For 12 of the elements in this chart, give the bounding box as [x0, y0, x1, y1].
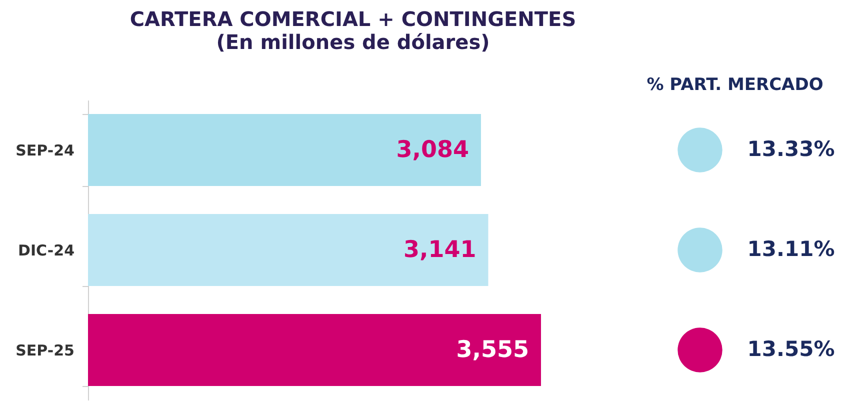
data-label: 13.33% — [747, 137, 835, 161]
chart-subtitle: (En millones de dólares) — [216, 30, 490, 54]
y-tick-label: SEP-25 — [16, 342, 74, 360]
data-label: 13.55% — [747, 337, 835, 361]
y-tick-label: SEP-24 — [16, 142, 74, 160]
text: % PART. MERCADO — [646, 75, 824, 95]
y-tick-label: DIC-24 — [18, 242, 74, 260]
data-label: 13.11% — [747, 237, 835, 261]
data-label: 3,084 — [396, 137, 469, 163]
data-label: 3,141 — [403, 237, 476, 263]
data-label: 3,555 — [456, 337, 529, 363]
chart-title: CARTERA COMERCIAL + CONTINGENTES — [130, 7, 576, 31]
